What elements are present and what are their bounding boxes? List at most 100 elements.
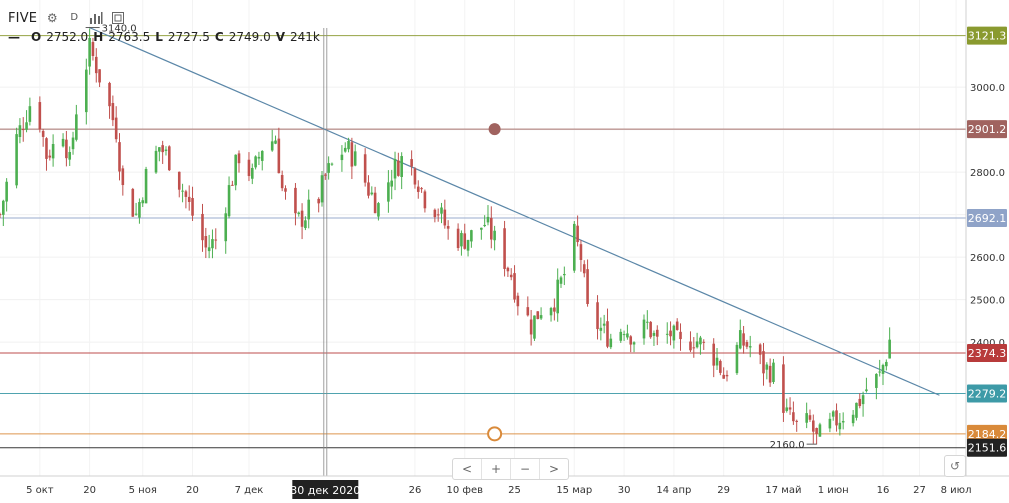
ohlc-legend: — O 2752.0 H 2763.5 L 2727.5 C 2749.0 V … (8, 30, 320, 44)
candle-body (247, 159, 251, 177)
candle-body (642, 319, 646, 339)
candle-body (765, 364, 769, 370)
candle-body (885, 361, 888, 367)
volume-value: 241k (290, 30, 320, 44)
price-level-label: 2184.2 (968, 428, 1007, 441)
candle-body (187, 196, 191, 202)
bar-chart-icon[interactable] (89, 11, 103, 25)
price-level-badge (967, 438, 1007, 457)
annotations: 3140.0 2160.0 (85, 24, 817, 451)
candle-body (118, 142, 121, 172)
time-tick-label: 30 (618, 485, 631, 496)
marker-filled-circle (488, 123, 501, 136)
candle-body (234, 154, 237, 186)
candle-body (579, 244, 583, 260)
price-level-badge (967, 424, 1007, 443)
candle-body (41, 130, 45, 137)
price-level-badge (967, 26, 1007, 45)
gear-icon[interactable]: ⚙ (46, 11, 58, 25)
candle-body (509, 274, 513, 278)
price-level-label: 2279.2 (968, 387, 1007, 400)
candle-body (539, 315, 543, 319)
zoom-in-button[interactable]: + (482, 459, 511, 479)
candle-body (460, 232, 463, 247)
candle-body (211, 239, 214, 249)
candle-body (742, 333, 745, 346)
candle-body (456, 228, 460, 249)
candle-body (506, 267, 510, 272)
candle-body (808, 415, 812, 420)
crosshair (323, 28, 328, 476)
candle-body (622, 334, 626, 336)
candle-body (320, 175, 324, 203)
scroll-right-button[interactable]: > (548, 462, 560, 476)
candle-body (493, 230, 496, 241)
candle-body (526, 307, 530, 316)
candle-body (470, 230, 473, 242)
high-annotation-label: 3140.0 (102, 24, 137, 35)
candle-body (785, 407, 789, 411)
interval-label[interactable]: D (70, 12, 79, 23)
zoom-out-button[interactable]: − (511, 459, 540, 479)
time-tick-label: 20 (83, 485, 96, 496)
candle-body (446, 226, 450, 229)
candle-body (204, 236, 208, 248)
candle-body (888, 339, 891, 359)
high-value: 2763.5 (108, 30, 151, 44)
candle-body (277, 138, 281, 174)
time-tick-label: 8 июл (941, 485, 972, 496)
candle-body (572, 223, 576, 271)
candle-body (692, 347, 696, 349)
candle-body (486, 216, 490, 223)
candle-body (340, 154, 344, 161)
candle-body (61, 138, 65, 147)
time-tick-label: 16 (877, 485, 890, 496)
plot-background (0, 0, 966, 476)
chart-navigation: < + − > (452, 458, 569, 480)
symbol-label[interactable]: FIVE (8, 10, 38, 26)
candle-body (881, 364, 885, 374)
candle-body (181, 190, 184, 192)
candle-body (363, 154, 367, 183)
candle-body (788, 407, 792, 410)
candle-body (75, 114, 78, 140)
reset-icon[interactable]: ↺ (944, 455, 966, 477)
candle-body (393, 158, 397, 179)
low-label: L (155, 30, 163, 44)
candle-body (606, 321, 609, 347)
candle-body (712, 343, 716, 366)
crosshair-date-badge (292, 480, 359, 499)
price-level-label: 2901.2 (968, 123, 1007, 136)
candle-body (158, 147, 161, 152)
candle-body (586, 269, 589, 304)
candle-body (483, 224, 486, 227)
candle-body (377, 203, 380, 217)
crosshair-date-label: 30 дек 2020 (290, 484, 360, 497)
candle-body (347, 140, 350, 150)
candle-body (762, 351, 765, 374)
layout-icon[interactable] (111, 11, 125, 25)
candle-body (758, 344, 762, 355)
candle-body (851, 414, 855, 424)
candle-body (184, 191, 188, 197)
low-annotation-label: 2160.0 (770, 440, 805, 451)
candle-body (207, 247, 211, 252)
candle-body (738, 330, 742, 349)
candle-body (443, 209, 447, 226)
candle-body (177, 171, 181, 190)
close-value: 2749.0 (228, 30, 271, 44)
scroll-left-button[interactable]: < (453, 459, 482, 479)
candle-body (25, 122, 28, 130)
open-value: 2752.0 (46, 30, 89, 44)
price-tick-label: 2400.0 (970, 338, 1005, 349)
candle-body (619, 331, 623, 341)
candle-body (665, 333, 669, 335)
candle-body (224, 213, 228, 242)
candle-body (536, 311, 540, 320)
candle-body (257, 156, 261, 159)
candle-body (387, 182, 390, 202)
candle-body (15, 134, 18, 186)
candle-body (489, 217, 493, 240)
candle-body (875, 373, 878, 388)
